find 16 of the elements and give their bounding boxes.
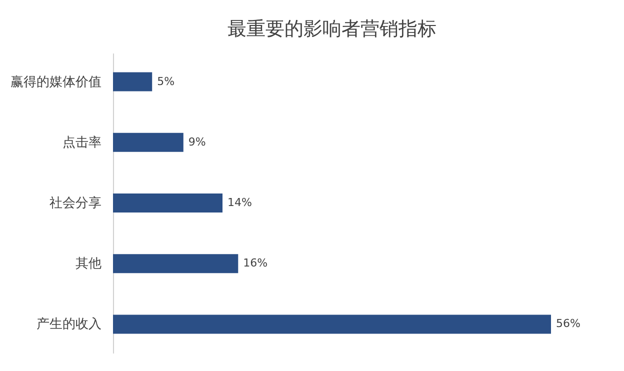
chart-title: 最重要的影响者营销指标 xyxy=(228,18,436,40)
data-label: 14% xyxy=(228,196,252,209)
bar xyxy=(113,72,152,92)
data-label: 16% xyxy=(243,256,268,270)
y-tick-label: 社会分享 xyxy=(50,195,102,211)
data-label: 56% xyxy=(556,317,580,330)
bar xyxy=(113,194,222,212)
y-tick-label: 产生的收入 xyxy=(36,317,102,332)
y-tick-label: 点击率 xyxy=(62,134,102,150)
data-label: 5% xyxy=(157,74,175,88)
y-tick-label: 赢得的媒体价值 xyxy=(10,74,102,90)
bar xyxy=(113,132,184,152)
data-label: 9% xyxy=(188,135,206,148)
bar xyxy=(113,314,551,334)
bar xyxy=(113,254,238,274)
y-tick-label: 其他 xyxy=(76,256,102,272)
